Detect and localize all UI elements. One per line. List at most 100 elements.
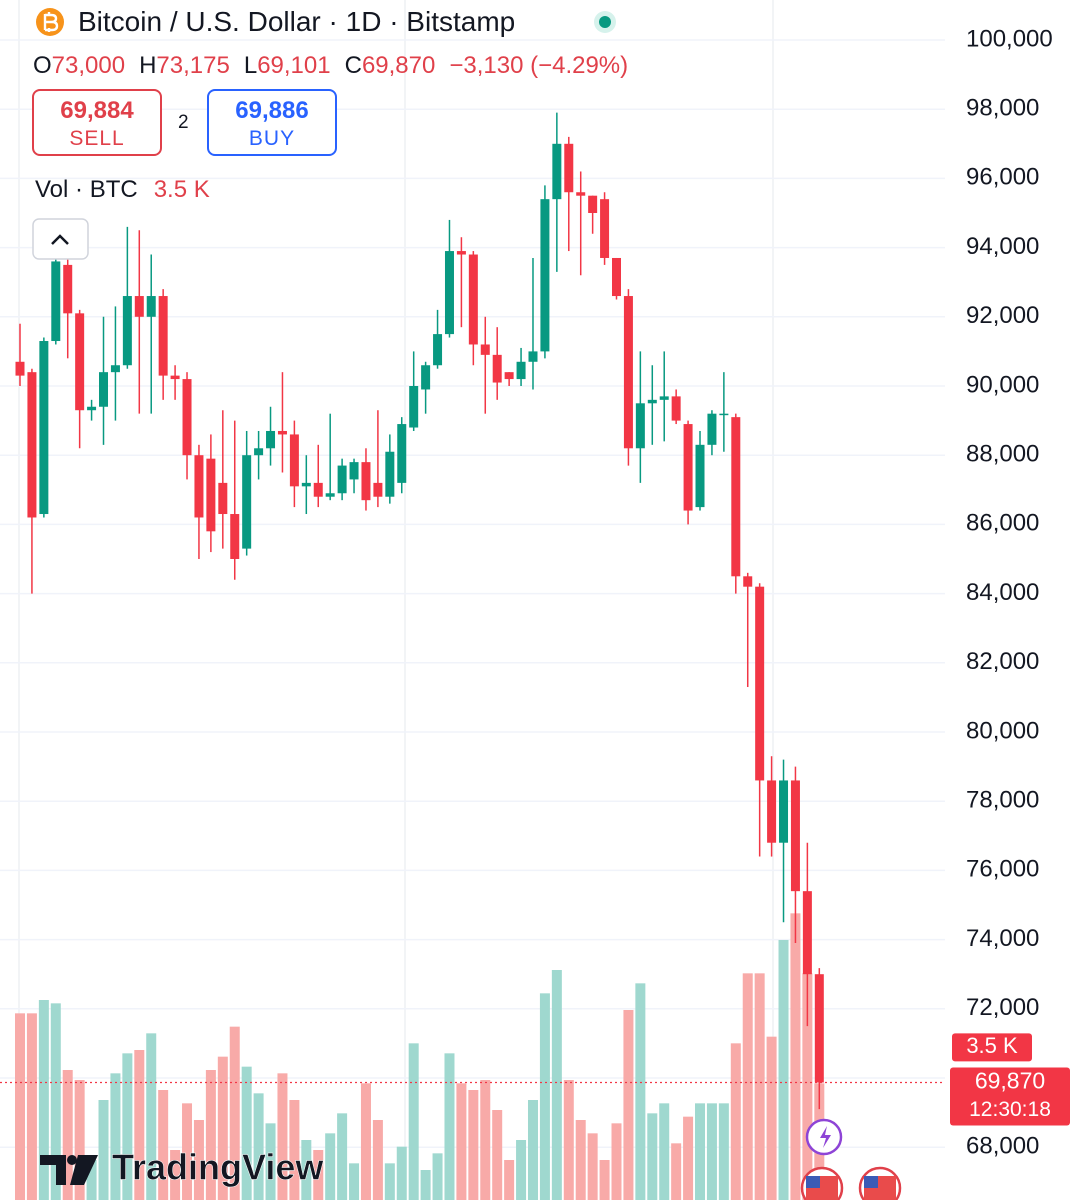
candle-body xyxy=(588,195,598,213)
candle-body xyxy=(743,576,753,587)
candle-body xyxy=(612,257,621,297)
y-tick-label: 86,000 xyxy=(966,510,1039,537)
candle-body xyxy=(635,403,645,449)
volume-bar xyxy=(62,1070,73,1200)
candle-body xyxy=(540,199,550,352)
candle-body xyxy=(313,482,323,497)
candle-body xyxy=(134,296,144,317)
volume-tag-box xyxy=(952,1033,1032,1062)
volume-bar xyxy=(575,1120,586,1200)
volume-bar xyxy=(563,1080,574,1200)
y-tick-label: 88,000 xyxy=(966,441,1039,468)
volume-bar xyxy=(122,1053,133,1200)
y-tick-label: 96,000 xyxy=(966,164,1039,191)
candle-body xyxy=(564,143,574,193)
candle-body xyxy=(683,424,693,511)
volume-bar xyxy=(86,1160,97,1200)
volume-bar xyxy=(229,1026,240,1200)
volume-bar xyxy=(193,1120,204,1200)
candle-body xyxy=(790,780,800,892)
volume-bar xyxy=(683,1116,694,1200)
y-tick-label: 72,000 xyxy=(966,994,1039,1021)
volume-bar xyxy=(50,1003,61,1200)
volume-bar xyxy=(504,1160,515,1200)
ohlc-value: 69,870 xyxy=(361,52,436,79)
volume-bar xyxy=(730,1043,741,1200)
logo-text: TradingView xyxy=(112,1147,324,1188)
status-dot xyxy=(599,16,611,28)
price-tag: 69,870 xyxy=(975,1068,1045,1094)
volume-bar xyxy=(182,1103,193,1200)
candle-body xyxy=(242,455,252,549)
volume-bar xyxy=(647,1113,658,1200)
volume-bar xyxy=(301,1140,312,1200)
volume-bar xyxy=(170,1150,181,1200)
candle-body xyxy=(51,261,61,342)
volume-value: 3.5 K xyxy=(153,176,210,203)
price-tag-box xyxy=(950,1067,1070,1126)
candle-body xyxy=(647,399,657,404)
flag-canton xyxy=(864,1176,878,1188)
volume-bar xyxy=(623,1010,634,1200)
volume-bar xyxy=(277,1073,288,1200)
volume-bar xyxy=(754,973,765,1200)
volume-bar xyxy=(611,1123,622,1200)
candle-body xyxy=(361,462,371,501)
candle-body xyxy=(516,361,526,380)
candle-body xyxy=(767,780,777,843)
buy-button[interactable]: 69,886 BUY xyxy=(207,89,337,156)
volume-bar xyxy=(360,1083,371,1200)
candle-body xyxy=(122,296,132,366)
volume-bar xyxy=(38,1000,49,1200)
sell-button[interactable]: 69,884 SELL xyxy=(32,89,162,156)
y-tick-label: 76,000 xyxy=(966,856,1039,883)
volume-bar xyxy=(26,1013,37,1200)
candle-body xyxy=(349,462,359,480)
candle-body xyxy=(492,354,502,383)
candle-body xyxy=(39,341,49,515)
volume-bar xyxy=(778,940,789,1200)
candle-body xyxy=(325,493,335,497)
candle-body xyxy=(468,254,478,345)
candle-body xyxy=(218,482,228,515)
volume-bar xyxy=(158,1090,169,1200)
bitcoin-glyph xyxy=(43,12,59,32)
candle-body xyxy=(623,296,633,449)
candle-body xyxy=(254,448,264,456)
volume-bar xyxy=(587,1133,598,1200)
volume-bar xyxy=(802,973,813,1200)
volume-bar xyxy=(551,970,562,1200)
candle-body xyxy=(15,361,25,376)
volume-bar xyxy=(456,1083,467,1200)
candle-body xyxy=(301,482,311,487)
ohlc-value: 69,101 xyxy=(257,52,331,79)
volume-tag: 3.5 K xyxy=(966,1033,1018,1058)
candle-body xyxy=(63,264,73,314)
volume-bar xyxy=(516,1140,527,1200)
candle-body xyxy=(277,430,287,435)
candle-body xyxy=(182,379,192,456)
event-flags xyxy=(800,1166,902,1200)
volume-bar xyxy=(742,973,753,1200)
candle-body xyxy=(755,586,765,781)
candle-body xyxy=(385,451,395,497)
volume-bar xyxy=(134,1050,145,1200)
volume-bar xyxy=(98,1100,109,1200)
volume-bar xyxy=(74,1080,85,1200)
candle-body xyxy=(600,199,610,258)
bolt xyxy=(820,1126,831,1148)
volume-bar xyxy=(205,1070,216,1200)
chevron-up xyxy=(51,234,69,245)
candle-body xyxy=(504,372,514,380)
candle-body xyxy=(194,455,204,518)
candle-body xyxy=(337,465,347,494)
flag-canton xyxy=(806,1176,820,1188)
volume-bar xyxy=(349,1163,360,1200)
y-tick-label: 84,000 xyxy=(966,579,1039,606)
price-axis: 68,00070,00072,00074,00076,00078,00080,0… xyxy=(0,25,1070,1160)
volume-bar xyxy=(110,1073,121,1200)
collapse-button[interactable] xyxy=(32,218,89,260)
grid xyxy=(0,39,945,1148)
chart-title: Bitcoin / U.S. Dollar · 1D · Bitstamp xyxy=(78,6,516,37)
sell-price: 69,884 xyxy=(60,97,134,124)
